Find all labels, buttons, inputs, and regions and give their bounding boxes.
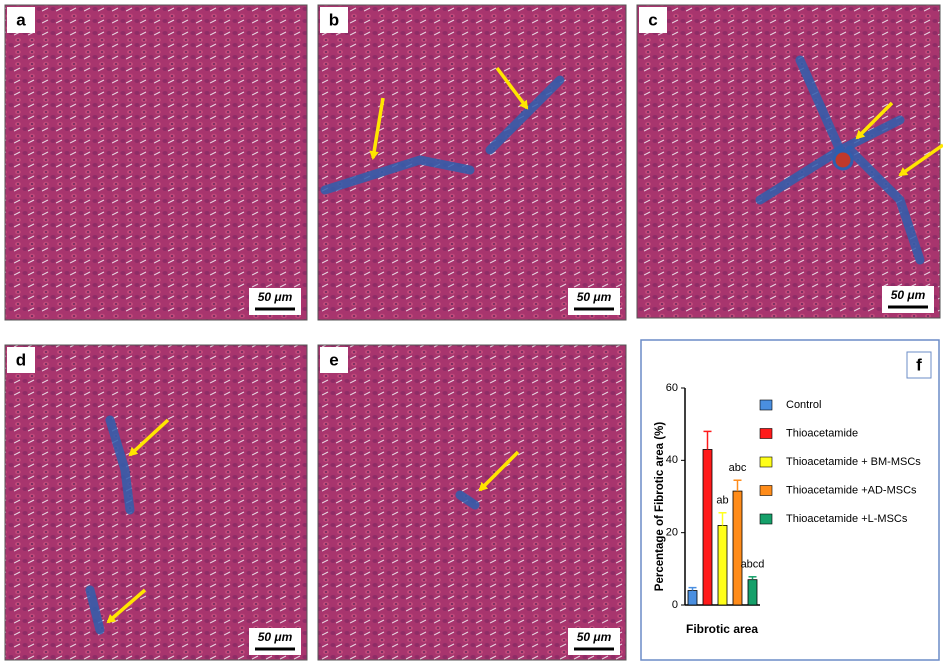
y-axis-label: Percentage of Fibrotic area (%) (654, 422, 666, 592)
fibrosis-stain (795, 55, 845, 155)
legend-swatch (759, 428, 773, 439)
scale-text: 50 μm (891, 288, 926, 302)
scale-text: 50 μm (577, 630, 612, 644)
panel-label-box (320, 7, 348, 33)
arrow-head (106, 613, 117, 624)
arrow (855, 101, 894, 140)
y-tick-label: 20 (666, 527, 678, 539)
arrow (495, 66, 529, 110)
arrow (478, 450, 520, 492)
y-tick-label: 60 (666, 382, 678, 394)
fibrosis-stain (455, 490, 480, 510)
y-tick-label: 0 (672, 599, 678, 611)
micrograph (636, 4, 941, 319)
significance-label: ab (716, 495, 728, 507)
panel-label-box (320, 347, 348, 373)
arrow-head (369, 150, 379, 160)
legend-label: Control (786, 399, 821, 411)
panel-label: d (16, 350, 26, 369)
micrograph (317, 4, 627, 321)
panel-label-box (7, 347, 35, 373)
fibrosis-stain (845, 145, 925, 265)
bar (717, 525, 728, 606)
arrow (128, 418, 170, 457)
chart-panel (640, 339, 940, 661)
legend-label: Thioacetamide +AD-MSCs (786, 484, 917, 496)
panel-label-box (7, 7, 35, 33)
significance-label: abcd (741, 559, 765, 571)
legend-swatch (759, 485, 773, 496)
arrow (106, 588, 147, 624)
panel-label-box (906, 351, 932, 379)
arrow-head (855, 129, 866, 140)
fibrosis-stain (85, 585, 105, 635)
legend-swatch (759, 399, 773, 411)
scale-text: 50 μm (258, 290, 293, 304)
y-tick-label: 40 (666, 454, 678, 466)
panel-label-box (639, 7, 667, 33)
scale-text: 50 μm (258, 630, 293, 644)
bar (702, 449, 713, 606)
arrow (371, 97, 385, 159)
arrow-head (478, 481, 489, 492)
significance-label: abc (729, 462, 747, 474)
panel-label: c (648, 10, 657, 29)
arrow-head (519, 99, 529, 110)
x-axis-label: Fibrotic area (686, 622, 758, 636)
micrograph (4, 344, 308, 661)
panel-label: e (329, 350, 338, 369)
arrow-head (128, 446, 139, 457)
legend-label: Thioacetamide + BM-MSCs (786, 456, 921, 468)
micrograph (4, 4, 308, 321)
legend-swatch (759, 456, 773, 468)
bar (687, 590, 698, 606)
legend-swatch (759, 513, 773, 525)
scale-text: 50 μm (577, 290, 612, 304)
fibrosis-stain (320, 155, 475, 195)
panel-label: a (16, 10, 26, 29)
arrow-head (898, 167, 909, 177)
bar (732, 490, 743, 606)
panel-label: b (329, 10, 339, 29)
vessel (832, 149, 854, 171)
arrow (898, 143, 943, 177)
bar (747, 579, 758, 606)
fibrosis-stain (105, 415, 135, 515)
fibrosis-stain (485, 75, 565, 155)
legend-label: Thioacetamide (786, 427, 858, 439)
legend-label: Thioacetamide +L-MSCs (786, 513, 908, 525)
panel-label: f (916, 355, 922, 374)
